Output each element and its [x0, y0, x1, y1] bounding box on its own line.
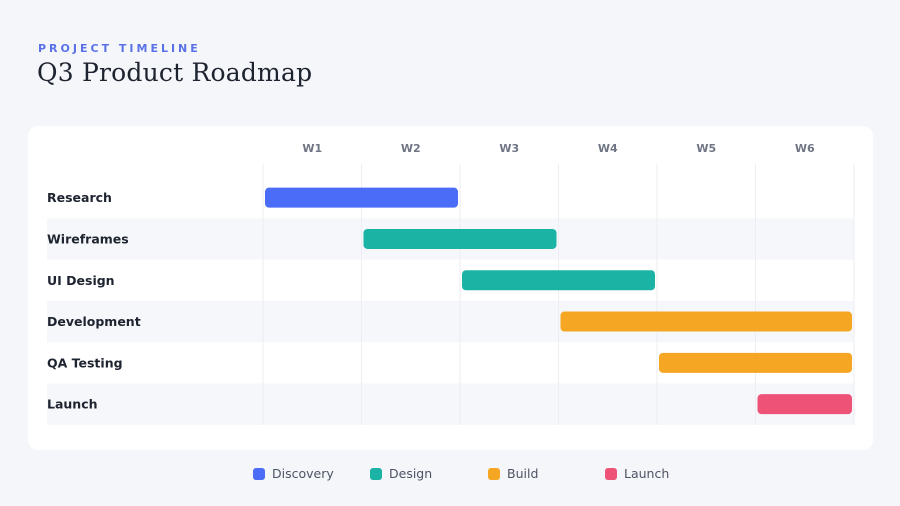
legend-item: Design [370, 466, 432, 481]
task-bar [659, 352, 852, 373]
task-bar [462, 270, 655, 291]
legend-swatch [488, 467, 500, 480]
task-bar [757, 394, 852, 415]
page-title: Q3 Product Roadmap [37, 58, 313, 87]
week-tick-label: W5 [696, 142, 716, 155]
eyebrow-label: PROJECT TIMELINE [38, 42, 201, 55]
week-tick-label: W6 [795, 142, 815, 155]
row-band [47, 383, 854, 425]
legend-label: Launch [624, 466, 670, 481]
week-tick-label: W3 [499, 142, 519, 155]
task-bar [363, 228, 557, 249]
legend-item: Launch [605, 466, 669, 481]
legend-label: Build [507, 466, 539, 481]
legend-item: Discovery [253, 466, 334, 481]
task-label: QA Testing [47, 355, 123, 370]
legend-swatch [370, 467, 382, 480]
task-label: Development [47, 314, 141, 329]
legend-label: Discovery [272, 466, 334, 481]
task-bar [560, 311, 852, 332]
week-tick-label: W1 [302, 142, 322, 155]
gantt-chart: W1 W2 W3 W4 W5 W6 Research Wireframes UI Design D… [47, 142, 855, 425]
task-label: Wireframes [47, 231, 129, 246]
legend-swatch [253, 467, 265, 480]
legend-swatch [605, 467, 617, 480]
task-bar [265, 187, 458, 208]
legend-label: Design [389, 466, 433, 481]
chart-legend: Discovery Design Build Launch [0, 466, 900, 486]
task-label: Launch [47, 397, 98, 412]
task-label: UI Design [47, 273, 115, 288]
task-label: Research [47, 190, 112, 205]
week-tick-label: W4 [598, 142, 618, 155]
gantt-card: W1 W2 W3 W4 W5 W6 Research Wireframes UI Design D… [28, 126, 873, 450]
week-tick-label: W2 [401, 142, 421, 155]
legend-item: Build [488, 466, 538, 481]
